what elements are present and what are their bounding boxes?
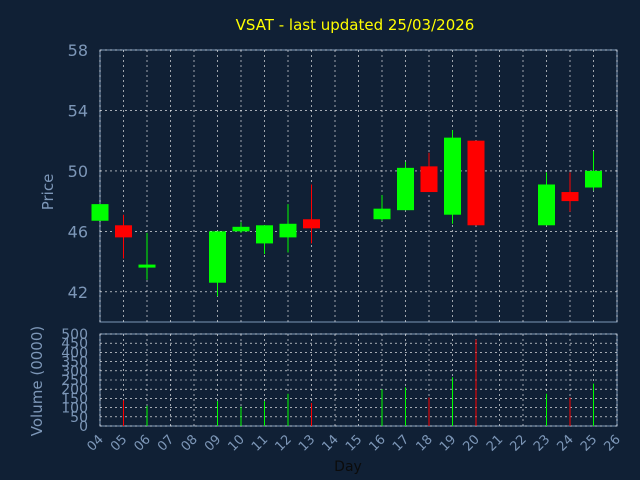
x-tick-label: 14 — [320, 432, 342, 454]
volume-tick-label: 200 — [61, 382, 88, 398]
volume-tick-label: 250 — [61, 373, 88, 389]
candle-body — [561, 192, 579, 202]
chart-title: VSAT - last updated 25/03/2026 — [236, 16, 475, 34]
x-tick-label: 05 — [108, 432, 130, 454]
x-tick-label: 23 — [531, 432, 553, 454]
candle-body — [279, 223, 297, 238]
x-tick-label: 25 — [578, 432, 600, 454]
volume-tick-label: 400 — [61, 345, 88, 361]
candle-body — [115, 225, 132, 238]
price-tick-label: 42 — [68, 283, 88, 302]
candle-body — [91, 204, 109, 221]
volume-tick-label: 150 — [61, 391, 88, 407]
x-tick-label: 04 — [85, 432, 107, 454]
x-tick-label: 20 — [461, 432, 483, 454]
x-tick-label: 08 — [179, 432, 201, 454]
x-tick-label: 11 — [249, 432, 271, 454]
volume-tick-label: 300 — [61, 364, 88, 380]
volume-tick-label: 500 — [61, 327, 88, 343]
candle-body — [585, 170, 602, 188]
volume-tick-label: 350 — [61, 355, 88, 371]
candle-body — [538, 184, 555, 226]
candle-body — [232, 226, 250, 232]
x-tick-label: 24 — [555, 432, 577, 454]
x-tick-label: 17 — [390, 432, 412, 454]
x-axis: 04 05 06 07 08 09 10 11 12 13 14 15 16 17 18 19 20 21 22 23… — [85, 432, 624, 454]
candle-body — [209, 231, 226, 283]
x-tick-label: 13 — [296, 432, 318, 454]
x-tick-label: 19 — [437, 432, 459, 454]
volume-axis-label: Volume (0000) — [28, 326, 46, 436]
volume-tick-label: 100 — [61, 401, 88, 417]
candle-body — [420, 166, 438, 193]
candle-body — [303, 219, 320, 229]
price-tick-label: 50 — [68, 162, 88, 181]
x-tick-label: 18 — [414, 432, 436, 454]
candle-body — [256, 225, 273, 244]
x-tick-label: 22 — [508, 432, 530, 454]
price-tick-label: 46 — [68, 222, 88, 241]
x-tick-label: 16 — [367, 432, 389, 454]
price-tick-label: 58 — [68, 41, 88, 60]
x-tick-label: 12 — [273, 432, 295, 454]
candle-body — [373, 208, 391, 220]
x-tick-label: 21 — [484, 432, 506, 454]
x-tick-label: 10 — [226, 432, 248, 454]
price-axis-label: Price — [39, 174, 57, 211]
price-panel: 42 46 50 54 58 — [68, 41, 618, 323]
candle-body — [444, 137, 461, 215]
x-axis-label: Day — [334, 459, 362, 475]
x-tick-label: 07 — [155, 432, 177, 454]
x-tick-label: 26 — [602, 432, 624, 454]
volume-tick-label: 50 — [70, 410, 88, 426]
price-tick-label: 54 — [68, 101, 88, 120]
x-tick-label: 06 — [132, 432, 154, 454]
candle-body — [397, 167, 414, 211]
volume-tick-label: 450 — [61, 336, 88, 352]
candle-body — [138, 264, 156, 268]
x-tick-label: 15 — [343, 432, 365, 454]
candle-body — [467, 140, 485, 226]
x-tick-label: 09 — [202, 432, 224, 454]
volume-tick-label: 0 — [79, 419, 88, 435]
